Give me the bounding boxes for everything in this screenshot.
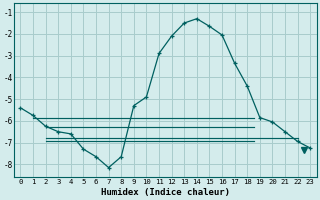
X-axis label: Humidex (Indice chaleur): Humidex (Indice chaleur): [101, 188, 230, 197]
